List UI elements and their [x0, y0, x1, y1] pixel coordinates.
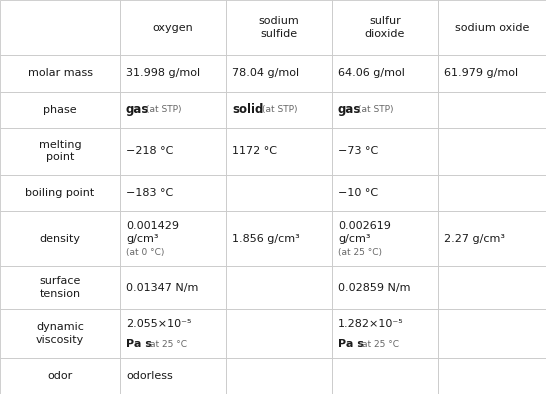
Text: 0.001429: 0.001429 — [126, 221, 179, 231]
Bar — [120, 211, 226, 266]
Bar — [0, 266, 120, 309]
Bar — [226, 56, 332, 91]
Bar — [332, 56, 438, 91]
Text: (at STP): (at STP) — [358, 105, 393, 114]
Bar — [438, 56, 546, 91]
Text: 2.055×10⁻⁵: 2.055×10⁻⁵ — [126, 318, 192, 329]
Bar — [0, 0, 120, 56]
Text: 64.06 g/mol: 64.06 g/mol — [338, 69, 405, 78]
Text: gas: gas — [126, 103, 150, 116]
Bar — [332, 0, 438, 56]
Bar — [438, 309, 546, 358]
Text: 1172 °C: 1172 °C — [232, 146, 277, 156]
Text: 1.282×10⁻⁵: 1.282×10⁻⁵ — [338, 318, 403, 329]
Text: 78.04 g/mol: 78.04 g/mol — [232, 69, 299, 78]
Bar — [0, 128, 120, 175]
Text: sodium
sulfide: sodium sulfide — [259, 16, 299, 39]
Text: gas: gas — [338, 103, 361, 116]
Bar — [438, 0, 546, 56]
Text: −218 °C: −218 °C — [126, 146, 174, 156]
Bar — [120, 0, 226, 56]
Bar — [226, 266, 332, 309]
Bar — [438, 91, 546, 128]
Text: solid: solid — [232, 103, 263, 116]
Text: surface
tension: surface tension — [39, 276, 81, 299]
Text: density: density — [39, 234, 80, 243]
Bar — [120, 266, 226, 309]
Bar — [438, 211, 546, 266]
Bar — [120, 128, 226, 175]
Text: −10 °C: −10 °C — [338, 188, 378, 198]
Bar — [226, 128, 332, 175]
Text: −183 °C: −183 °C — [126, 188, 173, 198]
Text: phase: phase — [43, 105, 77, 115]
Bar — [0, 56, 120, 91]
Text: Pa s: Pa s — [338, 339, 364, 349]
Text: (at STP): (at STP) — [263, 105, 298, 114]
Bar — [120, 91, 226, 128]
Bar — [120, 309, 226, 358]
Text: g/cm³: g/cm³ — [338, 234, 371, 243]
Bar — [332, 175, 438, 211]
Bar — [438, 175, 546, 211]
Bar — [0, 211, 120, 266]
Text: Pa s: Pa s — [126, 339, 152, 349]
Text: 61.979 g/mol: 61.979 g/mol — [444, 69, 518, 78]
Text: sulfur
dioxide: sulfur dioxide — [365, 16, 405, 39]
Text: (at 25 °C): (at 25 °C) — [338, 249, 382, 257]
Bar — [226, 358, 332, 394]
Text: g/cm³: g/cm³ — [126, 234, 158, 243]
Text: melting
point: melting point — [39, 140, 81, 162]
Text: at 25 °C: at 25 °C — [150, 340, 187, 349]
Text: boiling point: boiling point — [25, 188, 94, 198]
Bar — [332, 128, 438, 175]
Bar — [0, 309, 120, 358]
Text: sodium oxide: sodium oxide — [455, 23, 529, 33]
Text: odor: odor — [48, 371, 73, 381]
Bar — [332, 91, 438, 128]
Bar — [0, 358, 120, 394]
Text: 0.002619: 0.002619 — [338, 221, 391, 231]
Text: 31.998 g/mol: 31.998 g/mol — [126, 69, 200, 78]
Bar — [332, 266, 438, 309]
Bar — [226, 175, 332, 211]
Bar — [438, 266, 546, 309]
Bar — [332, 358, 438, 394]
Text: 1.856 g/cm³: 1.856 g/cm³ — [232, 234, 300, 243]
Text: at 25 °C: at 25 °C — [362, 340, 399, 349]
Bar — [438, 358, 546, 394]
Bar — [226, 0, 332, 56]
Text: molar mass: molar mass — [27, 69, 92, 78]
Text: 2.27 g/cm³: 2.27 g/cm³ — [444, 234, 505, 243]
Bar — [120, 56, 226, 91]
Bar — [0, 91, 120, 128]
Text: (at 0 °C): (at 0 °C) — [126, 249, 164, 257]
Text: −73 °C: −73 °C — [338, 146, 378, 156]
Text: odorless: odorless — [126, 371, 173, 381]
Bar — [120, 175, 226, 211]
Bar — [226, 309, 332, 358]
Bar — [438, 128, 546, 175]
Text: oxygen: oxygen — [153, 23, 193, 33]
Bar — [332, 309, 438, 358]
Text: 0.01347 N/m: 0.01347 N/m — [126, 282, 198, 292]
Text: dynamic
viscosity: dynamic viscosity — [36, 322, 84, 344]
Bar — [226, 211, 332, 266]
Bar — [332, 211, 438, 266]
Text: (at STP): (at STP) — [145, 105, 181, 114]
Bar — [0, 175, 120, 211]
Text: 0.02859 N/m: 0.02859 N/m — [338, 282, 411, 292]
Bar — [120, 358, 226, 394]
Bar — [226, 91, 332, 128]
